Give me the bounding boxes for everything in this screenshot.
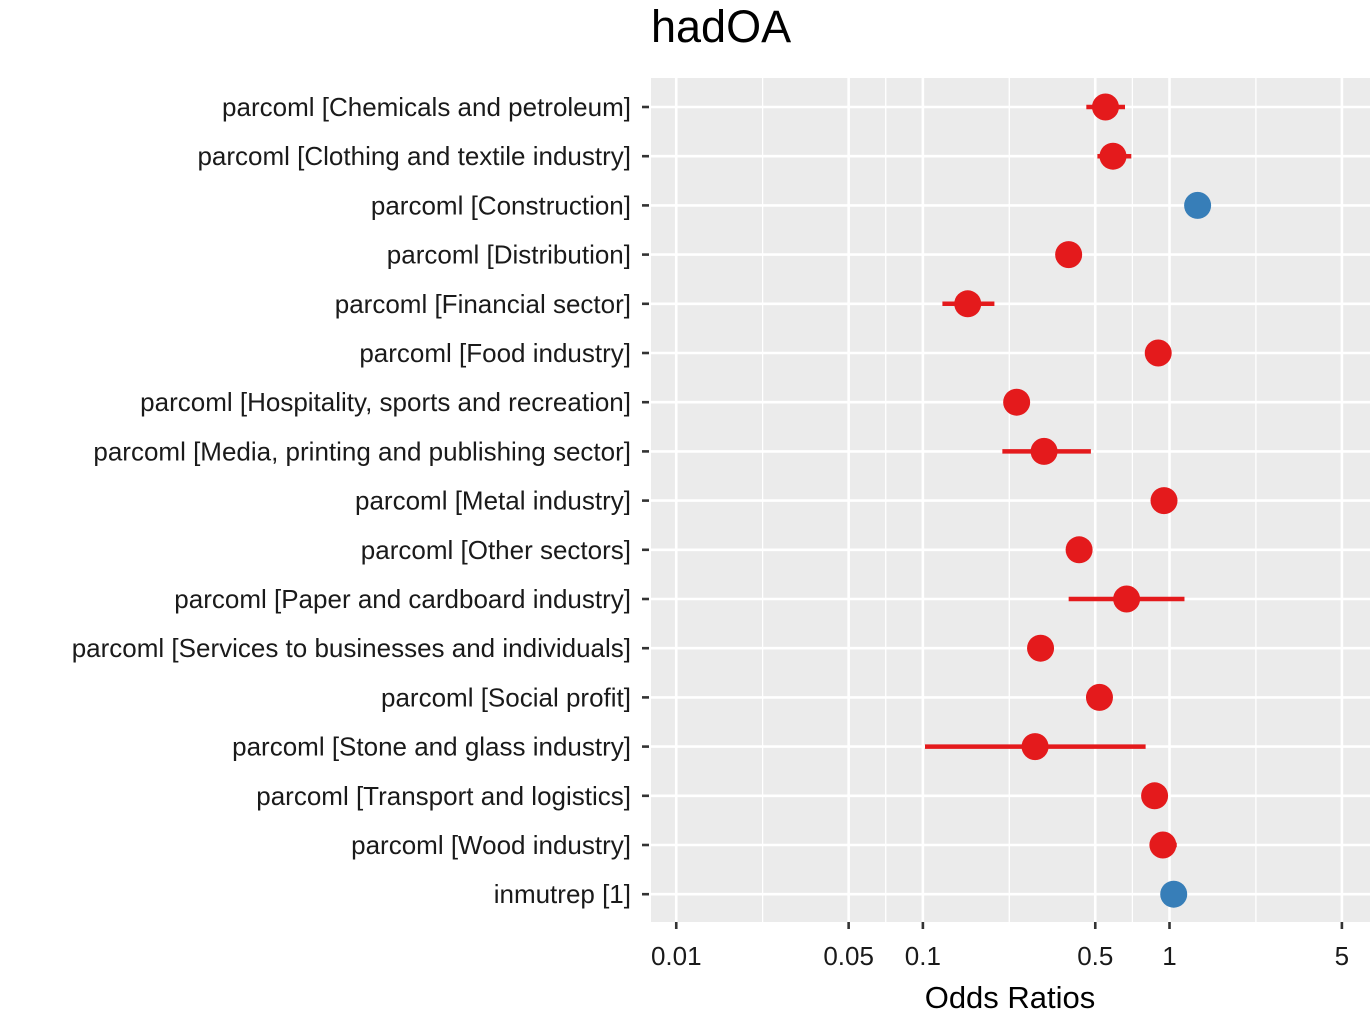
estimate-point <box>1021 733 1049 761</box>
estimate-point <box>1113 585 1141 613</box>
y-tick-label: parcoml [Construction] <box>371 190 631 220</box>
y-tick-label: parcoml [Wood industry] <box>351 830 631 860</box>
x-tick-label: 0.5 <box>1077 941 1113 971</box>
estimate-point <box>1099 142 1127 170</box>
x-axis-title: Odds Ratios <box>925 980 1096 1009</box>
estimate-point <box>1055 241 1083 269</box>
estimate-point <box>1085 683 1113 711</box>
x-tick-label: 0.01 <box>651 941 702 971</box>
estimate-point <box>1141 782 1169 810</box>
y-tick-label: parcoml [Distribution] <box>387 240 631 270</box>
estimate-point <box>1144 339 1172 367</box>
y-tick-label: parcoml [Hospitality, sports and recreat… <box>140 387 631 417</box>
y-tick-label: parcoml [Chemicals and petroleum] <box>222 92 631 122</box>
x-axis: 0.01 0.05 0.1 0.5 1 5 <box>651 922 1349 971</box>
term-rows: parcoml [Chemicals and petroleum] parcoml… <box>72 92 1212 909</box>
x-tick-label: 0.1 <box>905 941 941 971</box>
y-tick-label: parcoml [Stone and glass industry] <box>232 732 631 762</box>
y-tick-label: parcoml [Paper and cardboard industry] <box>174 584 631 614</box>
estimate-point <box>954 290 982 318</box>
y-tick-label: inmutrep [1] <box>494 879 631 909</box>
y-tick-label: parcoml [Other sectors] <box>361 535 631 565</box>
x-tick-label: 1 <box>1162 941 1176 971</box>
y-tick-label: parcoml [Services to businesses and indi… <box>72 633 631 663</box>
y-tick-label: parcoml [Transport and logistics] <box>256 781 631 811</box>
estimate-point <box>1150 487 1178 515</box>
y-tick-label: parcoml [Metal industry] <box>355 486 631 516</box>
estimate-point <box>1003 388 1031 416</box>
y-tick-label: parcoml [Food industry] <box>359 338 631 368</box>
y-tick-label: parcoml [Social profit] <box>381 682 631 712</box>
major-gridlines <box>651 78 1370 922</box>
estimate-point <box>1065 536 1093 564</box>
plot-title: hadOA <box>651 1 791 52</box>
estimate-point <box>1027 634 1055 662</box>
x-tick-label: 0.05 <box>823 941 874 971</box>
y-tick-label: parcoml [Financial sector] <box>335 289 631 319</box>
estimate-point <box>1030 437 1058 465</box>
estimate-point <box>1091 93 1119 121</box>
estimate-point <box>1149 831 1177 859</box>
y-tick-label: parcoml [Media, printing and publishing … <box>93 436 631 466</box>
x-tick-label: 5 <box>1335 941 1349 971</box>
estimate-point <box>1160 880 1188 908</box>
y-tick-label: parcoml [Clothing and textile industry] <box>197 141 631 171</box>
estimate-point <box>1184 191 1212 219</box>
